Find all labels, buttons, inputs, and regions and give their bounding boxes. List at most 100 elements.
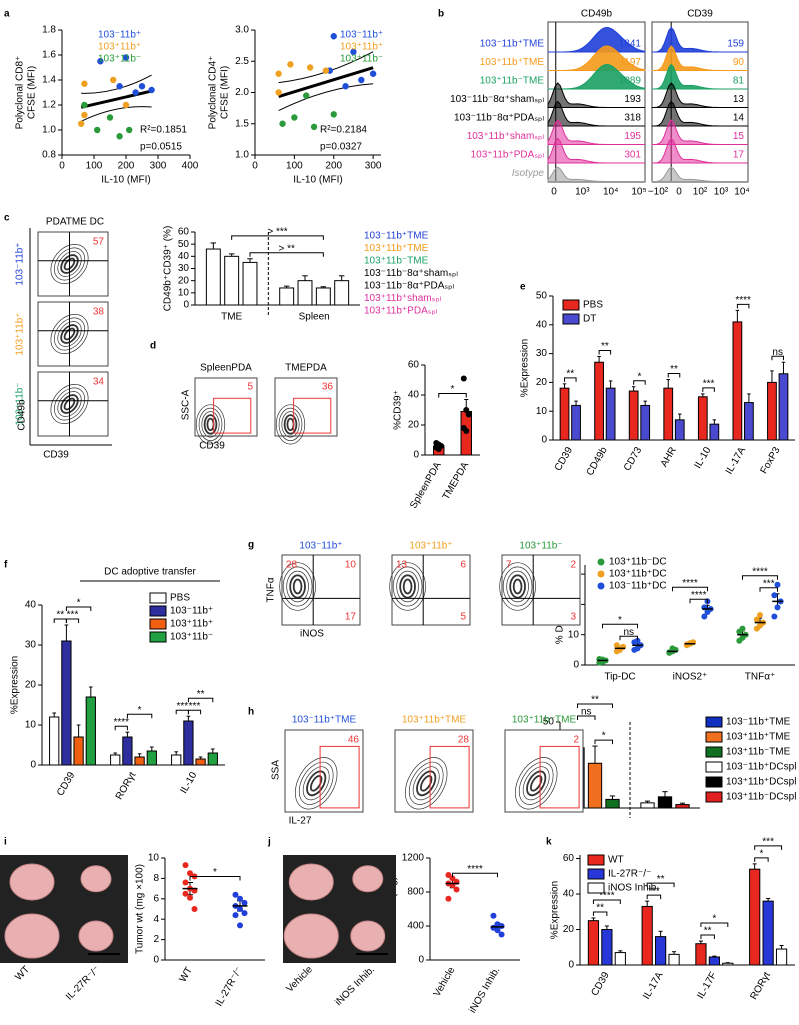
legend-label: 103⁺11b⁺ — [98, 42, 141, 53]
significance: ** — [601, 341, 609, 352]
point — [302, 92, 310, 99]
x-tick-label: 10³ — [575, 187, 590, 198]
contour — [275, 404, 306, 445]
row-label: Isotype — [512, 168, 545, 179]
tumor — [80, 865, 112, 893]
y-axis-label: CD49b — [17, 399, 28, 431]
panel-letter: i — [4, 837, 7, 848]
y-tick-label: 50 — [536, 291, 548, 302]
point — [774, 604, 781, 611]
bar — [207, 752, 218, 766]
contour — [53, 317, 86, 351]
confidence-band — [80, 106, 152, 122]
panel-letter: h — [248, 707, 254, 718]
significance: **** — [735, 295, 751, 306]
point — [275, 89, 282, 96]
contour — [399, 574, 416, 599]
contour — [402, 578, 413, 595]
sig-bracket — [231, 235, 324, 240]
gate-value: 38 — [93, 307, 105, 318]
point — [232, 912, 239, 919]
legend-label: iNOS Inhib. — [608, 883, 659, 894]
point — [330, 111, 337, 118]
quadrant-value: 6 — [460, 560, 466, 571]
legend-swatch — [705, 761, 723, 773]
flow-title: 103⁻11b⁺TME — [292, 715, 357, 726]
y-tick-label: 1.0 — [235, 150, 249, 161]
significance: > *** — [267, 227, 287, 238]
legend-label: 103⁺11b⁻DCspl — [726, 792, 796, 803]
sig-bracket — [598, 349, 612, 355]
contour — [57, 251, 82, 277]
point — [342, 83, 349, 90]
y-axis-label: SSA — [271, 760, 282, 780]
x-tick-label: 400 — [182, 161, 199, 172]
y-tick-label: 0 — [541, 435, 547, 446]
sig-bracket — [577, 703, 613, 709]
contour — [506, 570, 529, 603]
panel-letter: j — [267, 837, 271, 848]
x-tick-label: CD49b — [585, 445, 610, 478]
bar — [110, 754, 121, 766]
contour — [60, 394, 79, 414]
histogram — [651, 119, 748, 145]
significance: ** — [56, 610, 64, 621]
x-tick-label: WT — [178, 965, 195, 984]
x-tick-label: 0 — [676, 187, 682, 198]
contour — [50, 244, 89, 284]
point — [116, 83, 123, 90]
bar — [722, 962, 734, 966]
fit-line — [278, 66, 374, 99]
histogram-value: 17 — [733, 150, 745, 161]
contour — [522, 766, 550, 801]
point — [110, 76, 117, 84]
sig-bracket — [65, 618, 80, 623]
bar — [601, 929, 613, 966]
x-tick-label: FoxP3 — [759, 445, 783, 476]
legend-swatch — [705, 746, 723, 758]
point — [122, 54, 130, 61]
quadrant-value: 3 — [570, 612, 576, 623]
sig-bracket — [187, 709, 202, 715]
point — [81, 111, 88, 119]
row-label: 103⁺11b⁺TME — [480, 57, 545, 68]
sig-bracket — [667, 373, 681, 378]
gate-value: 28 — [458, 735, 470, 746]
row-label: 103⁺11b⁺PDAₛₚₗ — [471, 150, 545, 161]
legend-label: 103⁻11b⁺TME — [726, 717, 791, 728]
photo-label: WT — [13, 964, 32, 983]
y-tick-label: 1.0 — [42, 125, 56, 136]
legend-label: WT — [608, 855, 624, 866]
gate-value: 46 — [348, 735, 360, 746]
tumor — [4, 913, 60, 959]
x-axis-label: iNOS — [300, 629, 324, 640]
bar — [709, 423, 720, 441]
contour — [201, 411, 220, 438]
point — [138, 83, 146, 90]
point — [774, 581, 781, 588]
annotation: p=0.0515 — [140, 142, 182, 153]
fit-line — [80, 89, 152, 109]
histogram — [651, 82, 748, 108]
gate-value: 36 — [322, 382, 334, 393]
significance: ns — [581, 707, 592, 718]
significance: * — [77, 598, 81, 609]
significance: * — [213, 867, 217, 878]
point — [126, 126, 133, 134]
bar — [655, 936, 667, 966]
y-tick-label: 1200 — [402, 853, 425, 864]
histogram-value: 1197 — [619, 57, 641, 68]
sig-bracket — [65, 606, 92, 611]
flow-title: 103⁺11b⁻ — [519, 541, 562, 552]
legend-label: 103⁺11b⁻TME — [364, 256, 429, 267]
x-tick-label: 10⁵ — [631, 187, 646, 198]
histogram-value: 90 — [733, 57, 745, 68]
quadrant-value: 2 — [570, 560, 576, 571]
annotation: R²=0.2184 — [320, 125, 367, 136]
significance: ** — [657, 874, 665, 885]
y-tick-label: 800 — [407, 887, 424, 898]
flow-title: 103⁻11b⁺ — [299, 541, 342, 552]
point — [81, 101, 88, 109]
contour — [512, 578, 523, 595]
contour — [57, 391, 82, 417]
